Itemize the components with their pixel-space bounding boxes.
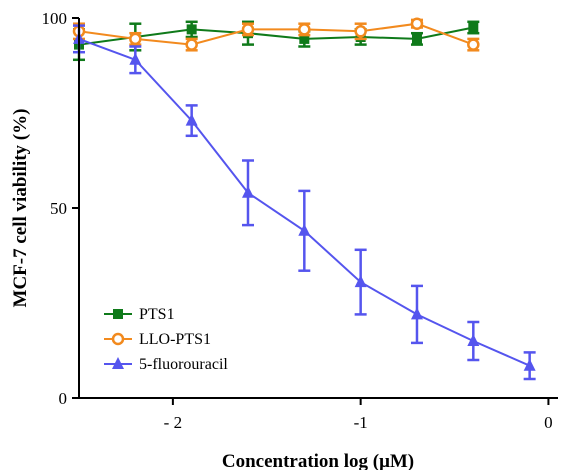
- data-point: [241, 185, 254, 198]
- legend-label: LLO-PTS1: [139, 331, 211, 348]
- data-point: [468, 22, 479, 33]
- data-point: [241, 23, 255, 36]
- y-axis-title: MCF-7 cell viability (%): [10, 109, 31, 308]
- legend-label: 5-fluorouracil: [139, 356, 228, 373]
- data-point: [467, 334, 480, 346]
- legend-item: 5-fluorouracil: [104, 356, 228, 373]
- data-point: [185, 113, 198, 126]
- data-point: [186, 24, 197, 35]
- y-tick-label: 0: [59, 389, 68, 408]
- data-point: [129, 32, 142, 46]
- data-point: [354, 25, 367, 38]
- legend-item: PTS1: [104, 306, 175, 323]
- legend: PTS1 LLO-PTS1 5-fluorouracil: [104, 306, 228, 373]
- legend-marker: [111, 332, 125, 346]
- data-point: [467, 38, 480, 51]
- legend-marker: [112, 357, 124, 369]
- data-point: [298, 223, 311, 236]
- series-2: [73, 24, 536, 381]
- data-point: [410, 17, 424, 30]
- data-point: [299, 33, 310, 44]
- legend-marker: [113, 309, 123, 319]
- data-point: [523, 358, 536, 371]
- series-line: [78, 26, 474, 46]
- plot-area: [72, 17, 536, 381]
- series-line: [78, 22, 474, 46]
- x-tick-label: -1: [354, 413, 368, 432]
- y-tick-label: 50: [50, 199, 67, 218]
- x-axis-title: Concentration log (μM): [222, 451, 414, 470]
- data-point: [185, 38, 198, 51]
- ticks: - 2 -1 0 0 50 100: [42, 9, 553, 432]
- x-tick-label: - 2: [164, 413, 182, 432]
- data-point: [298, 23, 311, 36]
- data-point: [410, 307, 423, 320]
- legend-label: PTS1: [139, 306, 175, 323]
- y-tick-label: 100: [42, 9, 68, 28]
- data-point: [411, 33, 422, 44]
- data-point: [354, 275, 367, 288]
- x-tick-label: 0: [544, 413, 553, 432]
- data-point: [129, 52, 142, 65]
- legend-item: LLO-PTS1: [104, 331, 211, 348]
